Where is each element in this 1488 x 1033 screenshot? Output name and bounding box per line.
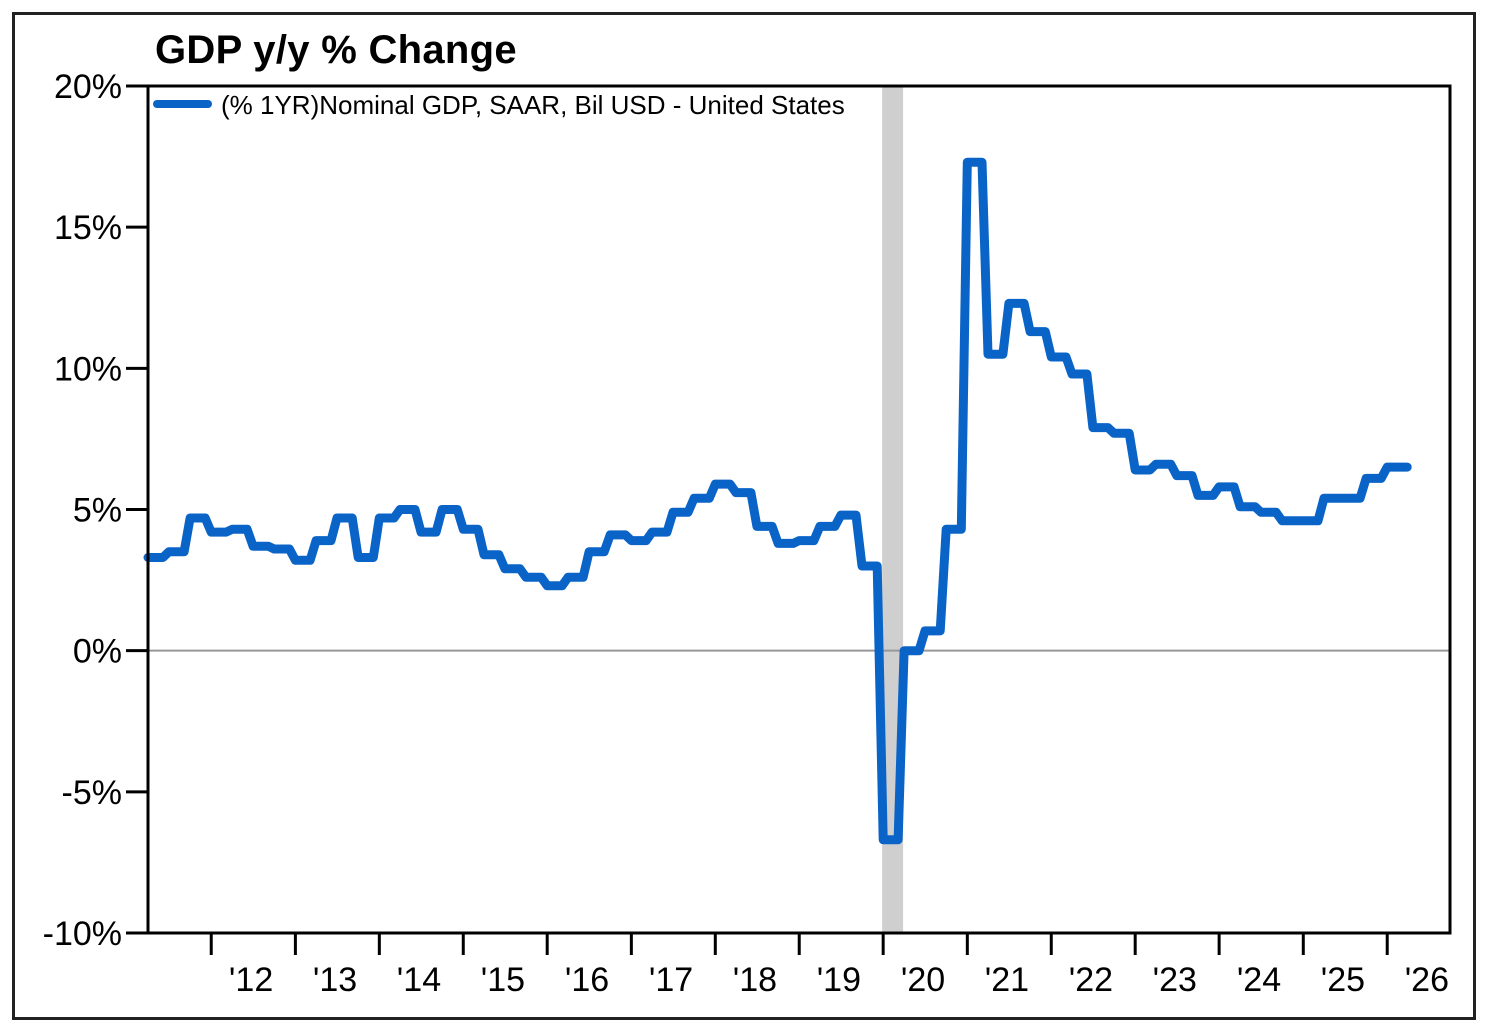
x-tick-label: '18: [733, 961, 777, 999]
x-tick-label: '15: [481, 961, 525, 999]
x-tick-label: '21: [985, 961, 1029, 999]
x-tick-label: '22: [1069, 961, 1113, 999]
legend-label: (% 1YR)Nominal GDP, SAAR, Bil USD - Unit…: [221, 90, 845, 120]
x-tick-label: '14: [397, 961, 441, 999]
x-tick-label: '24: [1237, 961, 1281, 999]
legend: (% 1YR)Nominal GDP, SAAR, Bil USD - Unit…: [153, 90, 845, 120]
x-tick-label: '12: [229, 961, 273, 999]
chart-title: GDP y/y % Change: [155, 28, 517, 72]
y-tick-label: 0%: [73, 633, 122, 671]
x-tick-label: '17: [649, 961, 693, 999]
x-axis: '12 '13 '14 '15 '16 '17 '18 '19 '20 '21 '22 '23 '24 '…: [209, 933, 1449, 999]
y-tick-label: -5%: [62, 774, 122, 812]
y-axis: -10% -5% 0% 5% 10% 15% 20%: [43, 68, 148, 953]
y-tick-label: -10%: [43, 915, 122, 953]
y-tick-label: 20%: [54, 68, 122, 106]
x-tick-label: '25: [1321, 961, 1365, 999]
chart-frame: [12, 12, 1476, 1020]
x-tick-label: '26: [1405, 961, 1449, 999]
x-tick-label: '23: [1153, 961, 1197, 999]
x-tick-label: '13: [313, 961, 357, 999]
x-tick-label: '19: [817, 961, 861, 999]
x-tick-label: '16: [565, 961, 609, 999]
x-tick-label: '20: [901, 961, 945, 999]
series-line-0: [143, 157, 1412, 845]
series-layer: [143, 157, 1412, 845]
y-tick-label: 15%: [54, 209, 122, 247]
y-tick-label: 5%: [73, 492, 122, 530]
y-tick-label: 10%: [54, 350, 122, 388]
